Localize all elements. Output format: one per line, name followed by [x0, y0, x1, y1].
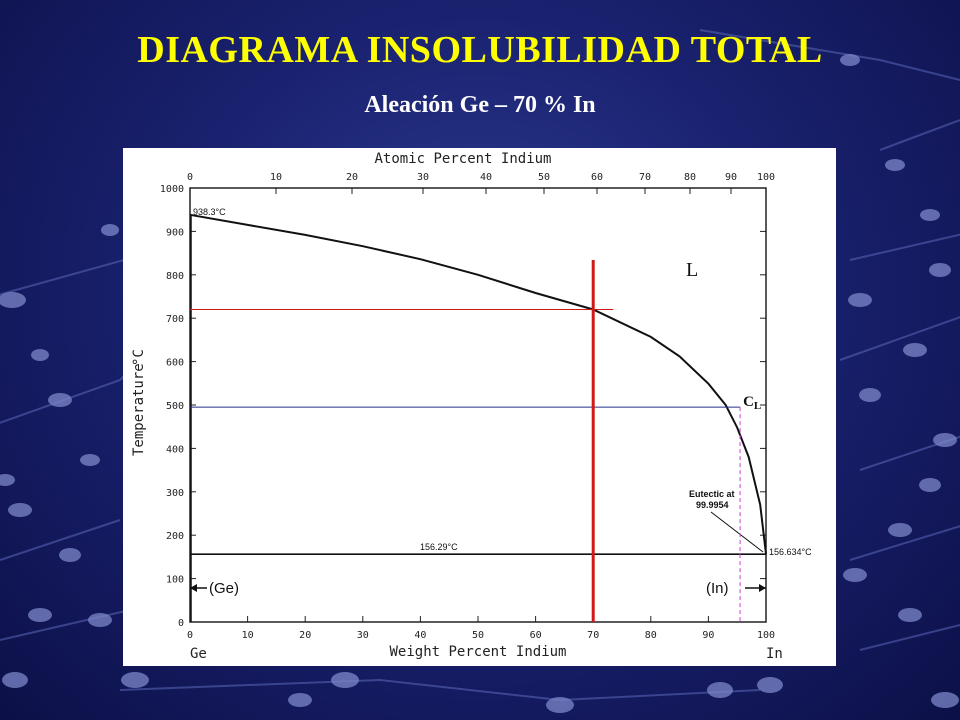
bottom-tick-label: 40	[414, 630, 426, 641]
y-tick-label: 1000	[160, 184, 184, 195]
liquid-region-label: L	[686, 259, 698, 281]
top-tick-label: 80	[684, 172, 696, 183]
top-tick-label: 0	[187, 172, 193, 183]
top-tick-label: 50	[538, 172, 550, 183]
y-tick-label: 800	[166, 271, 184, 282]
top-tick-label: 60	[591, 172, 603, 183]
y-ticks: 0 100 200 300 400 500 600 700 800 900 1000	[160, 184, 766, 629]
bottom-tick-label: 60	[530, 630, 542, 641]
top-axis-title: Atomic Percent Indium	[374, 151, 551, 167]
top-tick-label: 100	[757, 172, 775, 183]
slide-subtitle: Aleación Ge – 70 % In	[364, 92, 596, 118]
y-axis-title: Temperature	[131, 363, 147, 456]
top-tick-label: 30	[417, 172, 429, 183]
top-ticks: 0 10 20 30 40 50 60 70 80 90 100	[187, 172, 775, 194]
top-tick-label: 90	[725, 172, 737, 183]
top-tick-label: 10	[270, 172, 282, 183]
top-tick-label: 40	[480, 172, 492, 183]
bottom-axis-title: Weight Percent Indium	[389, 644, 566, 660]
phase-diagram-panel: 0 100 200 300 400 500 600 700 800 900 1000 0 10 20 30…	[123, 148, 836, 666]
in-phase-arrowhead	[759, 584, 766, 592]
bottom-tick-label: 20	[299, 630, 311, 641]
bottom-tick-label: 30	[357, 630, 369, 641]
y-tick-label: 500	[166, 401, 184, 412]
y-tick-label: 400	[166, 444, 184, 455]
y-tick-label: 100	[166, 575, 184, 586]
in-melting-label: 156.634°C	[769, 547, 812, 557]
eutectic-note-line2: 99.9954	[696, 500, 729, 510]
y-tick-label: 200	[166, 531, 184, 542]
eutectic-note-arrow	[710, 511, 764, 553]
ge-melting-label: 938.3°C	[193, 207, 226, 217]
top-tick-label: 20	[346, 172, 358, 183]
eutectic-temp-label: 156.29°C	[420, 542, 458, 552]
ge-phase-arrowhead	[190, 584, 197, 592]
y-axis-unit: °C	[131, 349, 147, 366]
liquidus-curve	[189, 213, 767, 555]
y-tick-label: 0	[178, 618, 184, 629]
y-tick-label: 700	[166, 314, 184, 325]
ge-phase-label: (Ge)	[209, 580, 239, 597]
bottom-tick-label: 90	[702, 630, 714, 641]
cl-label: CL	[743, 394, 761, 412]
bottom-tick-label: 0	[187, 630, 193, 641]
bottom-tick-label: 100	[757, 630, 775, 641]
bottom-tick-label: 50	[472, 630, 484, 641]
y-tick-label: 900	[166, 227, 184, 238]
in-label: In	[766, 646, 783, 662]
y-tick-label: 300	[166, 488, 184, 499]
bottom-ticks: 0 10 20 30 40 50 60 70 80 90 100	[187, 616, 775, 641]
top-tick-label: 70	[639, 172, 651, 183]
y-tick-label: 600	[166, 358, 184, 369]
bottom-tick-label: 80	[645, 630, 657, 641]
in-phase-label: (In)	[706, 580, 729, 597]
slide-title: DIAGRAMA INSOLUBILIDAD TOTAL	[137, 29, 823, 71]
eutectic-note-line1: Eutectic at	[689, 489, 735, 499]
plot-frame	[189, 187, 767, 623]
bottom-tick-label: 70	[587, 630, 599, 641]
ge-label: Ge	[190, 646, 207, 662]
bottom-tick-label: 10	[242, 630, 254, 641]
